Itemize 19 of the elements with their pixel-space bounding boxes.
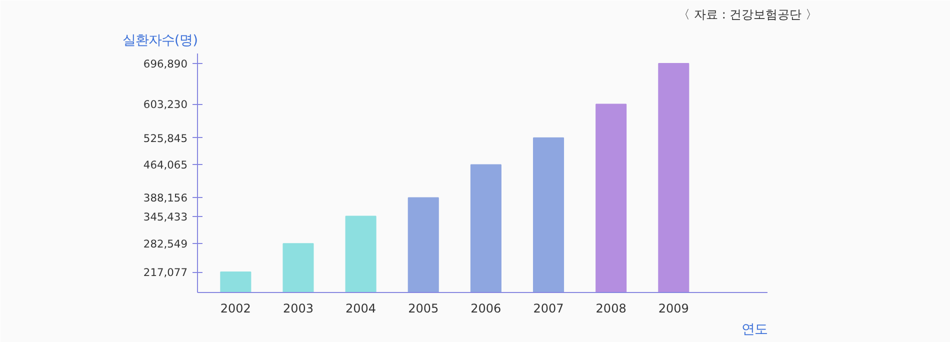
y-tick-label: 217,077 [143, 266, 188, 280]
y-tick-label: 345,433 [143, 210, 188, 224]
y-tick-label: 464,065 [143, 158, 188, 172]
x-tick-label: 2005 [408, 302, 439, 316]
x-tick-label: 2008 [596, 302, 626, 316]
y-tick-label: 603,230 [143, 98, 188, 112]
y-tick-label: 388,156 [143, 192, 188, 205]
y-tick-label: 696,890 [143, 58, 188, 71]
x-axis-title: 연도 [742, 322, 768, 338]
y-axis-title: 실환자수(명) [122, 34, 198, 48]
x-tick-label: 2002 [220, 302, 251, 316]
x-tick-label: 2004 [346, 302, 376, 316]
text: 〈 자료 : 건강보험공단 〉 [678, 8, 818, 22]
x-tick-label: 2006 [470, 302, 502, 316]
y-tick-label: 525,845 [143, 132, 188, 145]
x-tick-label: 2007 [533, 302, 564, 316]
y-tick-label: 282,549 [143, 238, 188, 251]
x-tick-label: 2003 [282, 302, 314, 316]
x-tick-label: 2009 [658, 302, 689, 316]
